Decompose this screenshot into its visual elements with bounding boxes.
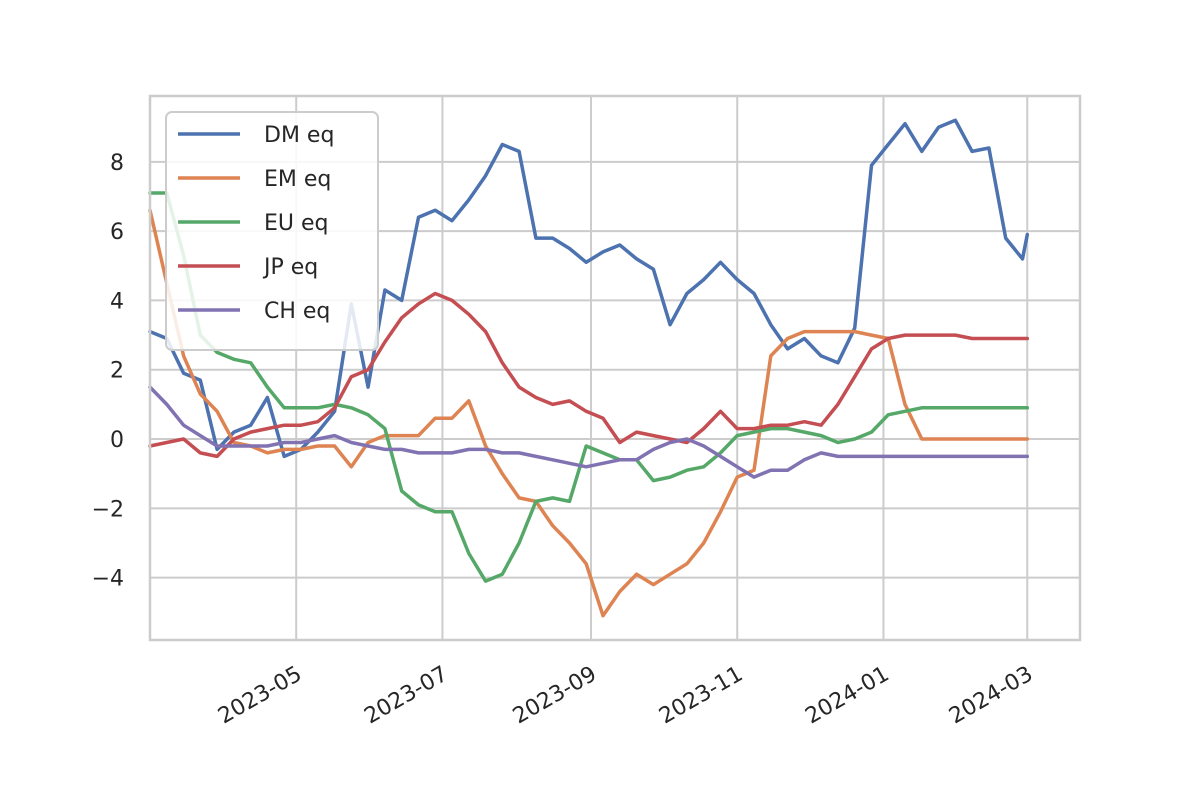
series-line-jp-eq xyxy=(148,291,1030,459)
series-group xyxy=(148,118,1030,618)
legend: DM eq EM eq EU eq JP eq CH eq xyxy=(165,111,379,351)
y-tick-label: −4 xyxy=(92,567,124,592)
y-tick-label: −2 xyxy=(92,497,124,522)
plot-frame xyxy=(148,94,1082,642)
series-line-ch-eq xyxy=(148,385,1030,479)
legend-label: DM eq xyxy=(264,123,334,148)
grid xyxy=(150,96,1080,640)
legend-label: CH eq xyxy=(264,299,330,324)
legend-label: JP eq xyxy=(262,255,318,280)
legend-label: EM eq xyxy=(264,167,331,192)
series-line-eu-eq xyxy=(148,191,1030,583)
y-tick-label: 0 xyxy=(110,428,124,453)
y-tick-label: 6 xyxy=(110,220,124,245)
y-tick-label: 4 xyxy=(110,289,124,314)
series-line-em-eq xyxy=(148,208,1030,618)
y-tick-label: 2 xyxy=(110,359,124,384)
y-tick-label: 8 xyxy=(110,151,124,176)
legend-label: EU eq xyxy=(264,211,329,236)
legend-box xyxy=(165,111,379,351)
